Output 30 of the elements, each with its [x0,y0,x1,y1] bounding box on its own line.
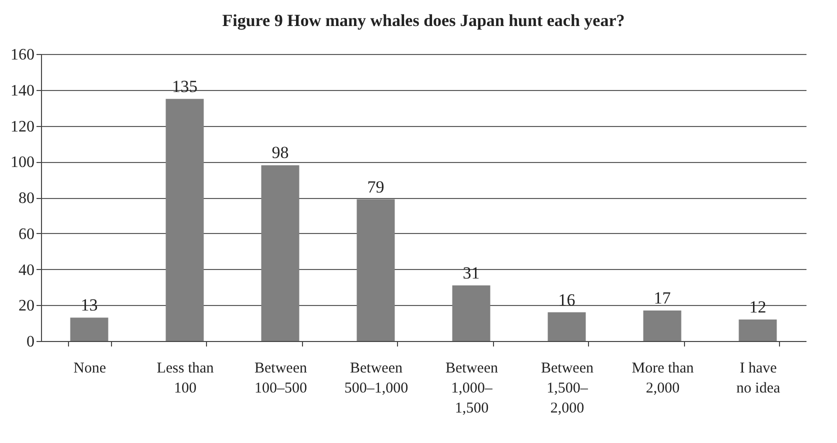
y-tick-label: 20 [18,298,34,315]
y-tick-label: 140 [10,82,34,100]
x-tick-label: I have no idea [736,360,780,396]
bar [70,318,108,341]
x-tick-label: Less than 100 [156,360,214,396]
bar [452,285,490,341]
x-tick-label: Between 500–1,000 [344,360,408,396]
data-label: 16 [558,290,576,310]
x-tick-label: More than 2,000 [632,360,694,396]
bar [738,319,777,341]
bar [643,310,682,341]
bar [548,312,586,341]
y-tick-label: 80 [18,190,34,207]
y-tick-label: 100 [10,154,34,172]
x-tick-label: Between 100–500 [254,360,308,396]
y-tick-label: 0 [26,334,34,350]
chart-title: Figure 9 How many whales does Japan hunt each year? [222,11,625,30]
y-tick-label: 40 [18,262,34,279]
data-label: 79 [367,177,384,196]
bar [261,165,300,341]
y-tick-label: 120 [10,118,34,136]
y-tick-label: 160 [10,46,34,64]
bar [356,199,395,341]
data-label: 17 [654,288,672,308]
x-tick-label: Between 1,500– 2,000 [541,360,594,416]
bar [166,98,204,341]
y-tick-label: 60 [18,226,34,243]
data-label: 98 [272,143,289,162]
x-tick-label: Between 1,000– 1,500 [446,360,498,416]
x-tick-label: None [73,360,106,376]
